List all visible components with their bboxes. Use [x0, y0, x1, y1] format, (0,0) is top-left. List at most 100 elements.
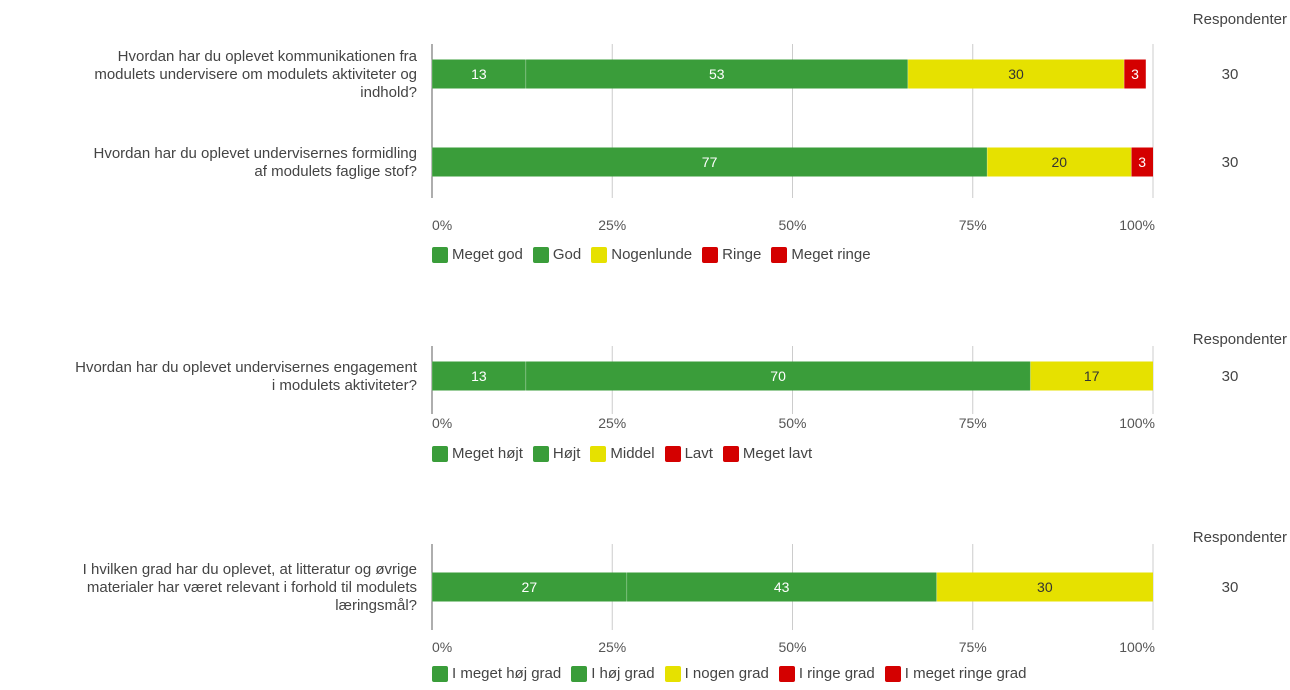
x-tick-label: 25% [598, 415, 626, 431]
legend-label: Lavt [684, 445, 713, 462]
question-label: I hvilken grad har du oplevet, at litter… [83, 561, 417, 614]
x-tick-label: 25% [598, 639, 626, 655]
legend-label: I høj grad [591, 665, 655, 682]
bar-segment [525, 361, 1031, 391]
question-label: Hvordan har du oplevet undervisernes eng… [75, 359, 418, 394]
x-tick-label: 100% [1119, 217, 1155, 233]
data-label: 27 [522, 579, 538, 595]
legend-swatch [432, 246, 448, 263]
legend-label: I meget ringe grad [904, 665, 1027, 682]
chart-panel-engagement: 0% 25% 50% 75% 100% Respondenter Hvordan har d… [0, 322, 1290, 477]
data-label: 43 [774, 579, 790, 595]
data-label: 20 [1051, 154, 1067, 170]
legend-label: Meget god [452, 246, 523, 263]
data-label: 77 [702, 154, 718, 170]
x-tick-label: 50% [778, 639, 806, 655]
legend-item: Nogenlunde [591, 246, 692, 263]
legend-swatch [432, 445, 448, 462]
legend: Meget god God Nogenlunde Ringe Meget ringe [432, 246, 871, 263]
legend-label: I meget høj grad [452, 665, 562, 682]
data-label: 70 [770, 368, 786, 384]
bar-segment [1131, 147, 1153, 177]
legend-item: Meget ringe [771, 246, 871, 263]
x-tick-label: 0% [432, 217, 452, 233]
x-tick-label: 75% [959, 217, 987, 233]
bar-segment [432, 59, 526, 89]
bar-segment [1030, 361, 1153, 391]
x-tick-label: 25% [598, 217, 626, 233]
respondents-header: Respondenter [1193, 331, 1287, 348]
bar-segment [432, 572, 627, 602]
legend-item: Middel [590, 445, 655, 462]
legend-item: Meget god [432, 246, 523, 263]
legend-swatch [722, 445, 739, 462]
legend-label: Ringe [722, 246, 762, 263]
legend-swatch [532, 445, 549, 462]
data-label: 17 [1084, 368, 1100, 384]
x-tick-label: 0% [432, 415, 452, 431]
respondents-value: 30 [1222, 579, 1239, 596]
legend-label: God [552, 246, 582, 263]
legend-item: Ringe [702, 246, 761, 263]
bar-segment [525, 59, 908, 89]
legend: I meget høj grad I høj grad I nogen grad I … [432, 665, 1026, 682]
question-label: Hvordan har du oplevet kommunikationen f… [94, 48, 417, 101]
x-tick-label: 75% [959, 639, 987, 655]
legend-swatch [778, 665, 795, 682]
legend-item: I ringe grad [778, 665, 875, 682]
bar-segment [626, 572, 937, 602]
x-tick-label: 50% [778, 415, 806, 431]
respondents-value: 30 [1222, 154, 1239, 171]
chart-panel-literature: 0% 25% 50% 75% 100% Respondenter I hvilken gra… [0, 520, 1290, 690]
legend-swatch [571, 665, 588, 682]
x-tick-label: 75% [959, 415, 987, 431]
legend-item: Højt [532, 445, 581, 462]
data-label: 3 [1131, 66, 1139, 82]
legend-label: I ringe grad [798, 665, 875, 682]
data-label: 30 [1008, 66, 1024, 82]
legend-label: Middel [610, 445, 655, 462]
respondents-value: 30 [1222, 66, 1239, 83]
legend-swatch [591, 246, 608, 263]
data-label: 3 [1138, 154, 1146, 170]
legend-swatch [702, 246, 719, 263]
legend-swatch [532, 246, 549, 263]
chart-panel-communication: 0% 25% 50% 75% 100% Respondenter Hvordan har d… [0, 0, 1290, 290]
legend-item: I meget ringe grad [884, 665, 1027, 682]
legend-swatch [771, 246, 788, 263]
legend: Meget højt Højt Middel Lavt Meget lavt [432, 445, 812, 462]
legend-label: Meget højt [452, 445, 523, 462]
x-tick-label: 100% [1119, 639, 1155, 655]
chart-svg: 0% 25% 50% 75% 100% Respondenter Hvordan har d… [75, 331, 1287, 431]
bar-segment [936, 572, 1153, 602]
bar-segment [907, 59, 1125, 89]
respondents-value: 30 [1222, 368, 1239, 385]
chart-svg: 0% 25% 50% 75% 100% Respondenter I hvilken gra… [83, 529, 1287, 655]
bar-segment [987, 147, 1132, 177]
x-tick-label: 0% [432, 639, 452, 655]
legend-label: Højt [552, 445, 581, 462]
legend-item: Meget højt [432, 445, 523, 462]
data-label: 13 [471, 66, 487, 82]
data-label: 30 [1037, 579, 1053, 595]
legend-label: Meget lavt [742, 445, 813, 462]
bar-segment [432, 361, 526, 391]
legend-swatch [590, 445, 607, 462]
legend-item: I nogen grad [664, 665, 769, 682]
legend-item: Lavt [664, 445, 713, 462]
legend-swatch [664, 445, 681, 462]
legend-item: I meget høj grad [432, 665, 561, 682]
legend-label: Meget ringe [791, 246, 871, 263]
legend-swatch [664, 665, 681, 682]
legend-item: I høj grad [571, 665, 655, 682]
respondents-header: Respondenter [1193, 529, 1287, 546]
legend-item: God [532, 246, 582, 263]
legend-label: I nogen grad [684, 665, 769, 682]
bar-segment [1124, 59, 1146, 89]
x-tick-label: 50% [778, 217, 806, 233]
respondents-header: Respondenter [1193, 11, 1287, 28]
legend-label: Nogenlunde [611, 246, 693, 263]
question-label: Hvordan har du oplevet undervisernes for… [93, 145, 417, 180]
legend-swatch [884, 665, 901, 682]
legend-swatch [432, 665, 448, 682]
